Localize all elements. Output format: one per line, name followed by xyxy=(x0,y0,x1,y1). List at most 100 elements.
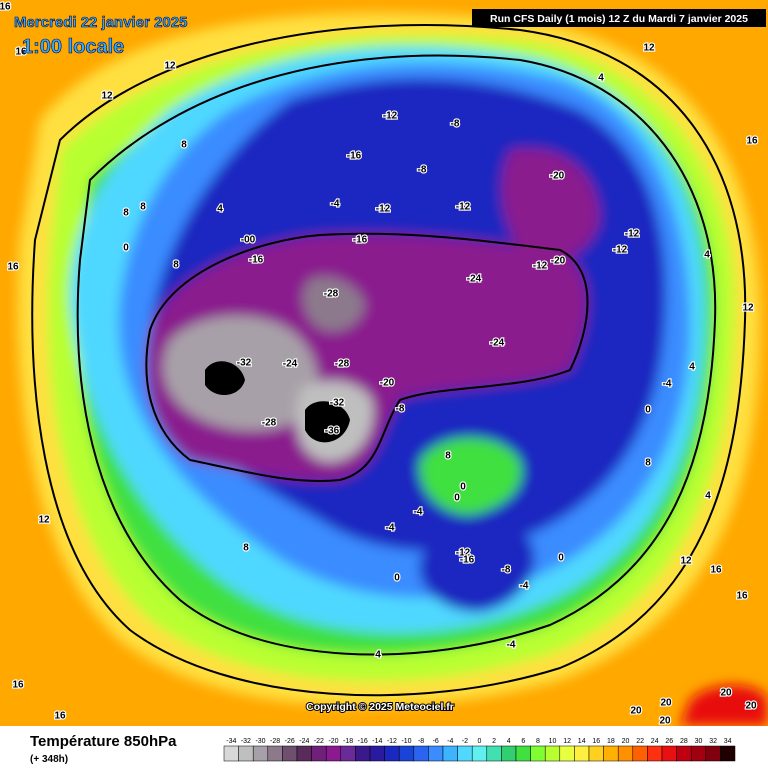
colorbar-label: 10 xyxy=(549,738,557,745)
contour-label: -4 xyxy=(414,507,423,518)
contour-label: -32 xyxy=(237,358,252,369)
contour-label: -24 xyxy=(467,274,482,285)
color-swatch xyxy=(296,745,312,762)
color-swatch xyxy=(501,745,517,762)
colorbar-label: -2 xyxy=(462,738,468,745)
colorbar-label: 16 xyxy=(592,738,600,745)
color-swatch xyxy=(340,745,356,762)
contour-label: -28 xyxy=(262,418,277,429)
color-swatch xyxy=(486,745,502,762)
colorbar-label: -18 xyxy=(343,738,353,745)
contour-label: 20 xyxy=(659,716,671,727)
contour-label: 16 xyxy=(710,565,722,576)
color-swatch xyxy=(238,745,254,762)
color-swatch xyxy=(515,745,531,762)
colorbar-label: -28 xyxy=(270,738,280,745)
contour-label: 0 xyxy=(454,493,460,504)
contour-label: 16 xyxy=(7,262,19,273)
contour-label: 8 xyxy=(445,451,451,462)
colorbar-label: -4 xyxy=(447,738,453,745)
color-swatch xyxy=(632,745,648,762)
footer-lead: (+ 348h) xyxy=(30,754,68,765)
contour-label: 4 xyxy=(705,491,711,502)
contour-label: 20 xyxy=(720,688,732,699)
contour-labels: -12-8-16-8-20-4 -12 -12-16-12-12-12 -20-24-… xyxy=(0,1,759,728)
colorbar-label: 12 xyxy=(563,738,571,745)
color-swatch xyxy=(690,745,707,762)
color-swatch xyxy=(588,745,604,762)
color-swatch xyxy=(384,745,400,762)
contour-label: -4 xyxy=(507,640,516,651)
color-swatch xyxy=(369,745,385,762)
contour-label: -12 xyxy=(383,111,398,122)
colorbar-label: -26 xyxy=(285,738,295,745)
contour-label: 4 xyxy=(704,250,710,261)
contour-label: -8 xyxy=(502,565,511,576)
contour-label: 0 xyxy=(645,405,651,416)
run-info: Run CFS Daily (1 mois) 12 Z du Mardi 7 j… xyxy=(490,13,748,25)
contour-label: 8 xyxy=(123,208,129,219)
contour-label: 20 xyxy=(745,701,757,712)
colorbar-label: 20 xyxy=(622,738,630,745)
contour-label: 8 xyxy=(243,543,249,554)
contour-label: 16 xyxy=(54,711,66,722)
contour-label: -16 xyxy=(460,555,475,566)
contour-label: -16 xyxy=(353,235,368,246)
contour-label: 4 xyxy=(689,362,695,373)
color-swatch xyxy=(442,745,458,762)
color-swatch xyxy=(617,745,634,762)
color-swatch xyxy=(647,745,663,762)
contour-label: -20 xyxy=(551,256,566,267)
color-swatch xyxy=(471,745,488,762)
colorbar-label: 30 xyxy=(695,738,703,745)
color-swatch xyxy=(325,745,342,762)
color-swatch xyxy=(530,745,546,762)
contour-label: 8 xyxy=(140,202,146,213)
color-swatch xyxy=(267,745,283,762)
color-swatch xyxy=(428,745,444,762)
forecast-date: Mercredi 22 janvier 2025 xyxy=(14,14,187,31)
contour-label: 4 xyxy=(217,204,223,215)
contour-label: 20 xyxy=(630,706,642,717)
contour-label: 12 xyxy=(680,556,692,567)
contour-label: -28 xyxy=(324,289,339,300)
contour-label: -20 xyxy=(550,171,565,182)
contour-label: -24 xyxy=(283,359,298,370)
colorbar-label: 24 xyxy=(651,738,659,745)
contour-label: 4 xyxy=(598,73,604,84)
copyright: Copyright © 2025 Meteociel.fr xyxy=(306,701,454,713)
colorbar-label: 14 xyxy=(578,738,586,745)
colorbar-label: 18 xyxy=(607,738,615,745)
color-swatch xyxy=(676,745,692,762)
contour-label: -8 xyxy=(396,404,405,415)
contour-label: 0 xyxy=(460,482,466,493)
colorbar-label: -12 xyxy=(387,738,397,745)
contour-label: 8 xyxy=(173,260,179,271)
contour-label: -12 xyxy=(456,548,471,559)
contour-label: -32 xyxy=(330,398,345,409)
color-swatch xyxy=(355,745,371,762)
contour-label: 12 xyxy=(643,43,655,54)
color-swatch xyxy=(544,745,561,762)
colorbar-label: 28 xyxy=(680,738,688,745)
contour-label: 12 xyxy=(101,91,113,102)
contour-label: -12 xyxy=(533,261,548,272)
color-swatch xyxy=(457,745,473,762)
contour-label: -28 xyxy=(335,359,350,370)
contour-label: -8 xyxy=(418,165,427,176)
run-banner xyxy=(472,9,766,27)
map-field xyxy=(0,0,768,726)
color-swatch xyxy=(720,745,736,762)
colorbar-label: 0 xyxy=(478,738,482,745)
contour-label: 16 xyxy=(0,2,11,13)
contour-label: -20 xyxy=(380,378,395,389)
colorbar-label: 6 xyxy=(521,738,525,745)
contour-label: 4 xyxy=(375,650,381,661)
contour-label: 12 xyxy=(164,61,176,72)
contour-label: 0 xyxy=(123,243,129,254)
colorbar-label: -22 xyxy=(314,738,324,745)
colorbar-label: 4 xyxy=(507,738,511,745)
color-swatch xyxy=(661,745,677,762)
contour-label: -4 xyxy=(520,581,529,592)
color-swatch xyxy=(252,745,269,762)
